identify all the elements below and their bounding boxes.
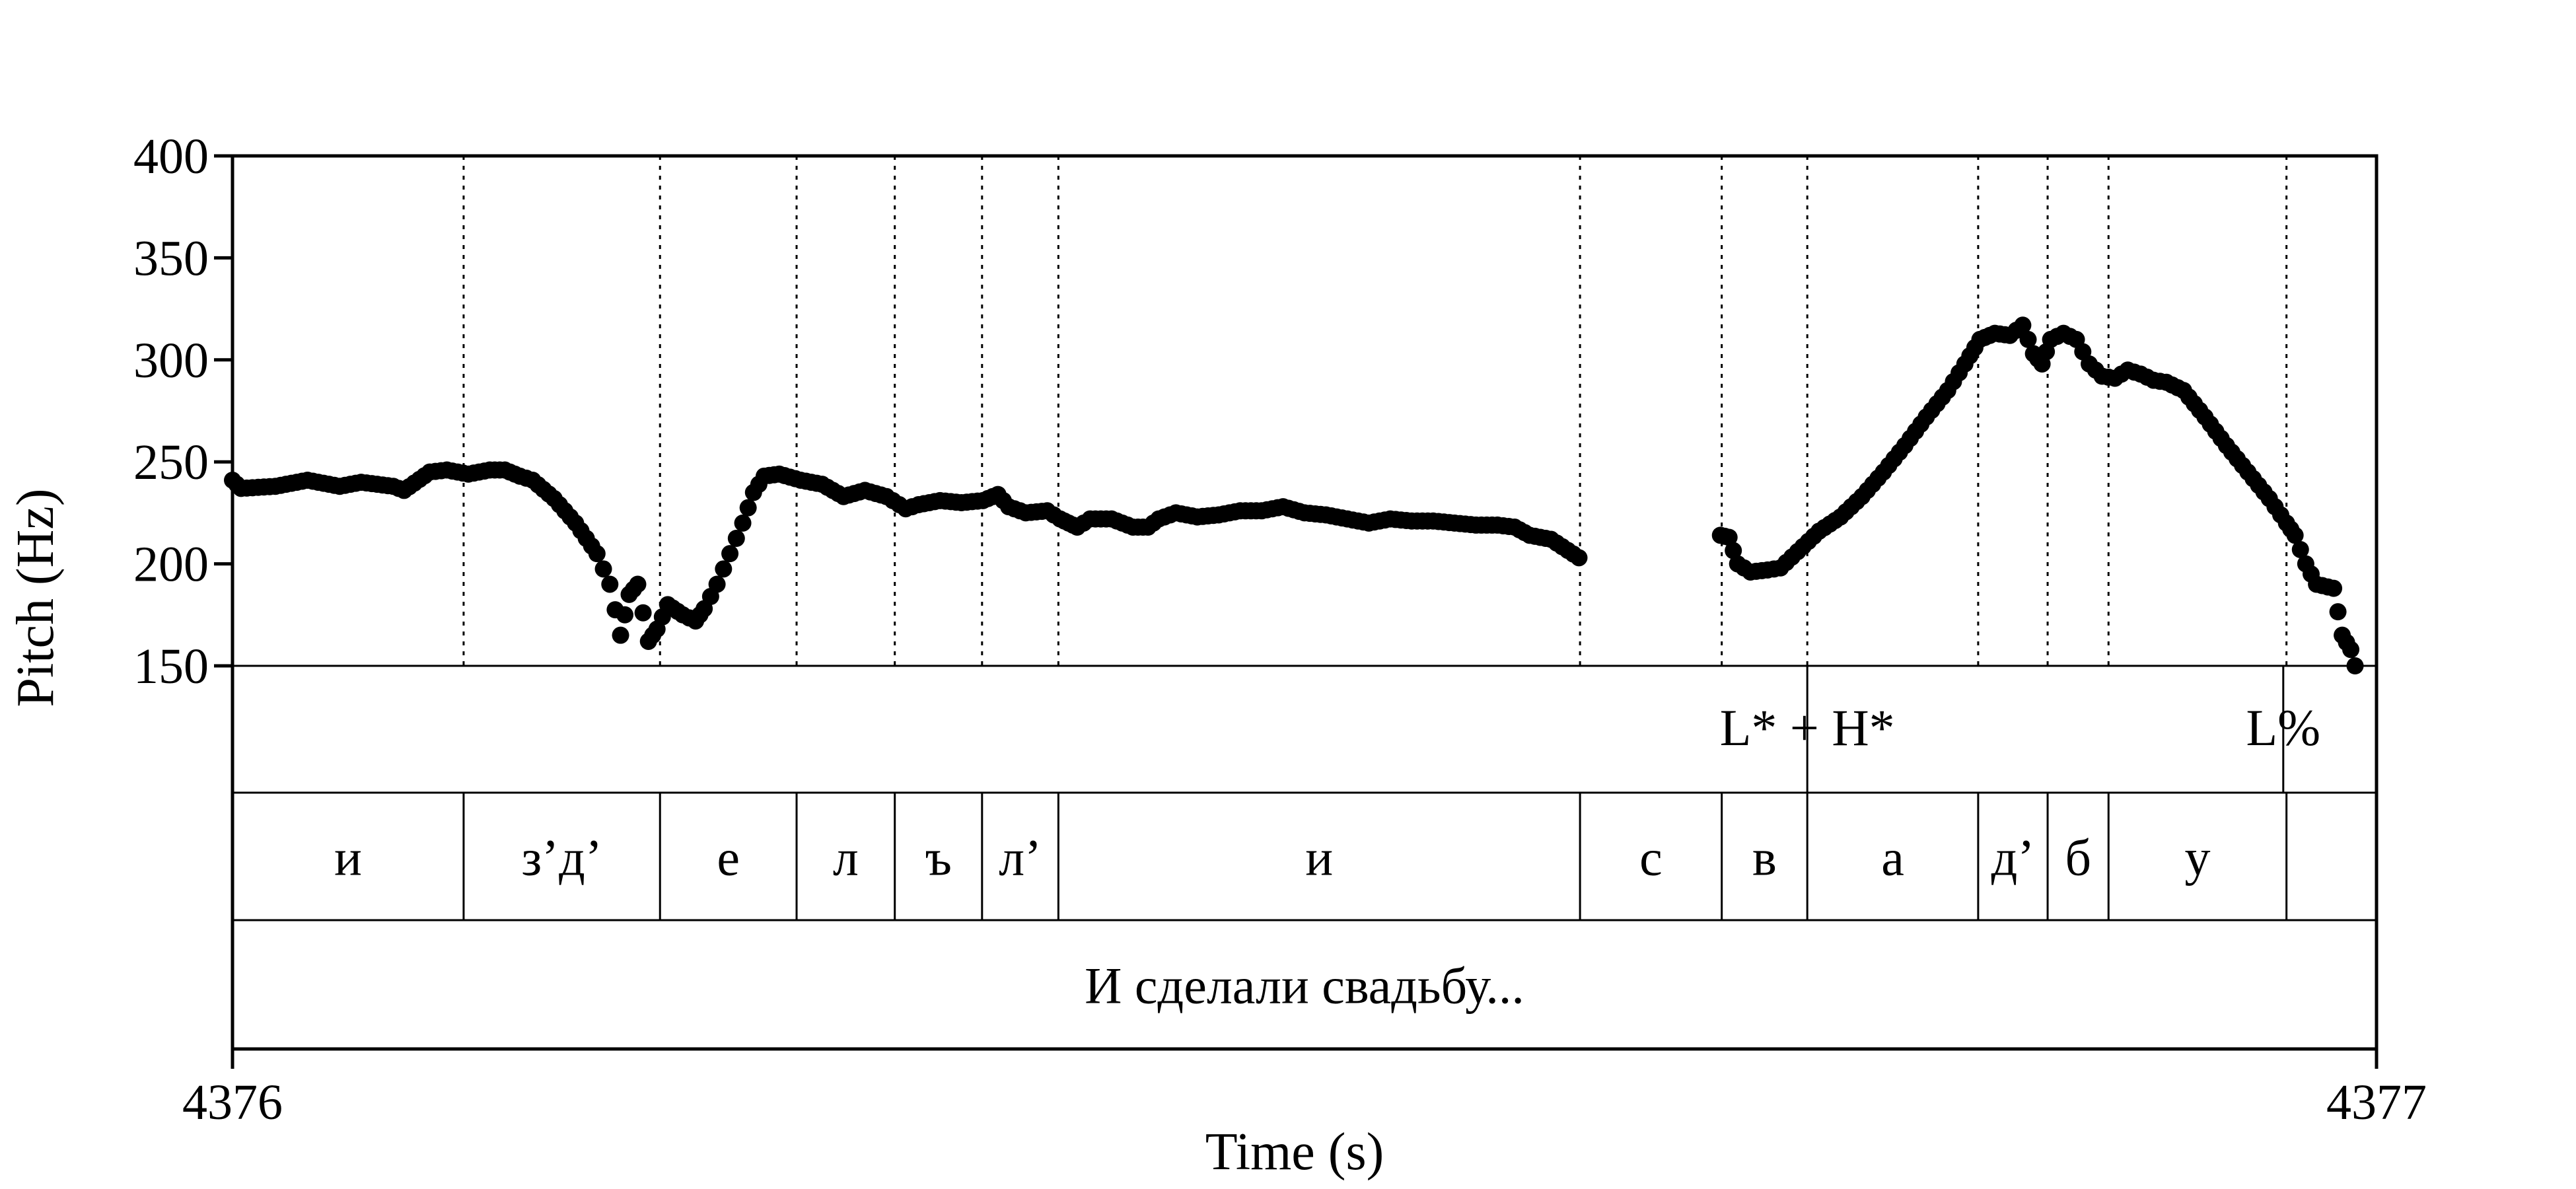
pitch-points xyxy=(224,316,2364,674)
pitch-point xyxy=(1725,542,1742,559)
pitch-point xyxy=(2291,540,2309,558)
segment-boundaries xyxy=(462,156,2288,920)
segment-label: с xyxy=(1639,829,1663,886)
y-tick-label: 350 xyxy=(133,231,209,286)
plot-frames xyxy=(231,154,2379,1051)
pitch-point xyxy=(612,626,629,644)
pitch-point xyxy=(715,560,733,578)
pitch-point xyxy=(2346,657,2364,674)
pitch-point xyxy=(2325,579,2343,597)
pitch-point xyxy=(616,606,634,624)
pitch-point xyxy=(721,545,739,563)
pitch-point xyxy=(739,499,757,517)
tone-label: L* + H* xyxy=(1720,699,1895,756)
y-tick-label: 400 xyxy=(133,129,209,184)
segment-label: л xyxy=(833,829,859,886)
x-axis-title: Time (s) xyxy=(1205,1123,1384,1181)
annotation-tiers: L* + H* L% и з’д’ е л ъ л’ и с в а д’ б у И сделали сва… xyxy=(334,699,2320,1015)
y-tick-label: 300 xyxy=(133,333,209,388)
x-tick-label: 4377 xyxy=(2326,1075,2427,1130)
pitch-point xyxy=(588,545,606,563)
axis-ticks: 150 200 250 300 350 400 4376 4377 xyxy=(133,129,2427,1130)
utterance-label: И сделали свадьбу... xyxy=(1085,957,1524,1015)
tone-label: L% xyxy=(2246,699,2320,756)
x-tick-label: 4376 xyxy=(182,1075,283,1130)
pitch-point xyxy=(1720,528,1738,546)
pitch-point xyxy=(2286,526,2304,544)
y-axis-title: Pitch (Hz) xyxy=(7,488,65,707)
segment-label: д’ xyxy=(1991,829,2035,886)
segment-label: з’д’ xyxy=(521,829,602,886)
pitch-point xyxy=(2019,330,2037,348)
segment-label: ъ xyxy=(925,829,952,886)
pitch-point xyxy=(708,575,726,593)
outer-frame xyxy=(231,154,2379,1051)
pitch-point xyxy=(727,530,745,547)
segment-label: е xyxy=(717,829,740,886)
segment-label: л’ xyxy=(999,829,1042,886)
segment-label: и xyxy=(1305,829,1333,886)
pitch-point xyxy=(629,575,647,593)
pitch-point xyxy=(734,514,752,532)
y-tick-label: 150 xyxy=(133,639,209,694)
segment-label: а xyxy=(1881,829,1904,886)
pitch-point xyxy=(601,575,619,593)
y-tick-label: 200 xyxy=(133,537,209,593)
segment-label: у xyxy=(2184,829,2210,886)
y-tick-label: 250 xyxy=(133,435,209,490)
pitch-point xyxy=(2014,316,2032,334)
segment-label: в xyxy=(1752,829,1777,886)
pitch-point xyxy=(634,604,652,622)
segment-label: б xyxy=(2065,829,2091,886)
pitch-point xyxy=(594,560,612,578)
pitch-point xyxy=(2329,603,2347,621)
pitch-point xyxy=(1570,549,1588,567)
pitch-point xyxy=(2342,641,2360,659)
segment-label: и xyxy=(334,829,362,886)
